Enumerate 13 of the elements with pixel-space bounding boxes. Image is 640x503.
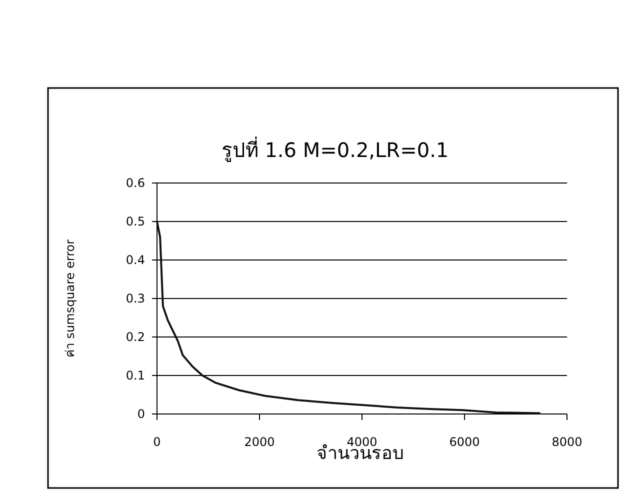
y-tick-label: 0.5 (126, 214, 145, 228)
x-tick-label: 8000 (552, 435, 582, 449)
x-tick-label: 0 (153, 435, 161, 449)
y-tick-label: 0.6 (126, 176, 145, 190)
y-tick-label: 0.3 (126, 292, 145, 306)
chart-title: รูปที่ 1.6 M=0.2,LR=0.1 (221, 136, 449, 163)
y-tick-label: 0.2 (126, 330, 145, 344)
y-tick-label: 0.4 (126, 253, 145, 267)
x-tick-label: 6000 (449, 435, 480, 449)
y-tick-label: 0 (137, 407, 145, 421)
y-tick-label: 0.1 (126, 368, 145, 382)
y-axis-title: ค่า sumsquare error (63, 239, 77, 358)
x-tick-label: 2000 (244, 435, 275, 449)
